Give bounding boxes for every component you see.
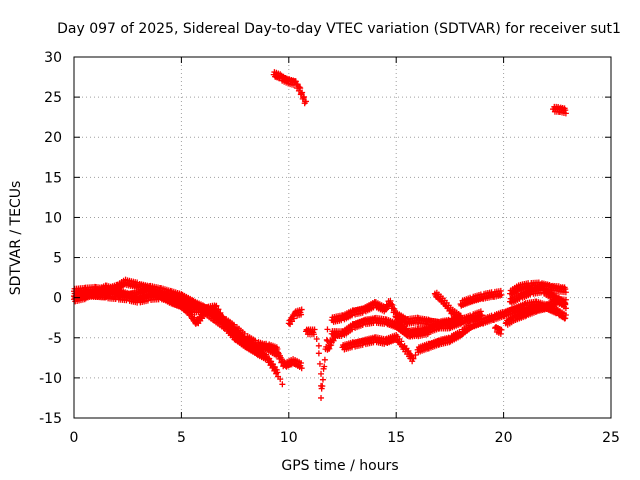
data-point (348, 326, 355, 333)
data-point (348, 312, 355, 319)
data-point (298, 365, 305, 372)
data-point (321, 363, 328, 370)
data-point (311, 326, 318, 333)
data-point (302, 98, 309, 105)
data-point (562, 315, 569, 322)
data-point (522, 313, 529, 320)
x-tick-label: 25 (602, 430, 620, 446)
data-points (71, 69, 569, 401)
y-axis-label: SDTVAR / TECUs (8, 181, 24, 296)
data-point (562, 110, 569, 117)
data-point (319, 383, 326, 390)
data-point (425, 326, 432, 333)
grid (74, 57, 611, 418)
axis-ticks: 0 5 10 15 20 25 -15 -10 -5 0 5 10 15 20 25 30 (39, 50, 620, 446)
data-point (398, 338, 405, 345)
y-tick-label: -15 (39, 411, 62, 427)
x-tick-label: 20 (495, 430, 513, 446)
data-point (301, 93, 308, 100)
data-point (178, 299, 185, 306)
data-point (275, 349, 282, 356)
data-point (298, 311, 305, 318)
data-point (498, 291, 505, 298)
data-point (178, 291, 185, 298)
data-point (290, 315, 297, 322)
data-point (321, 356, 328, 363)
data-point (241, 335, 248, 342)
data-point (298, 359, 305, 366)
data-point (398, 318, 405, 325)
data-point (562, 311, 569, 318)
data-point (527, 291, 534, 298)
data-point (219, 313, 226, 320)
data-point (279, 381, 286, 388)
x-axis-label: GPS time / hours (281, 458, 398, 474)
y-tick-label: 15 (44, 170, 62, 186)
data-point (324, 326, 331, 333)
data-point (318, 370, 325, 377)
data-point (405, 347, 412, 354)
data-point (319, 376, 326, 383)
data-point (562, 305, 569, 312)
data-point (457, 312, 464, 319)
data-point (313, 335, 320, 342)
data-point (230, 326, 237, 333)
data-point (562, 289, 569, 296)
data-point (298, 306, 305, 313)
y-tick-label: -5 (48, 331, 62, 347)
y-tick-label: 25 (44, 90, 62, 106)
data-point (213, 302, 220, 309)
x-tick-label: 5 (177, 430, 186, 446)
x-tick-label: 15 (387, 430, 405, 446)
y-tick-label: -10 (39, 371, 62, 387)
y-tick-label: 30 (44, 50, 62, 66)
data-point (230, 321, 237, 328)
x-tick-label: 10 (280, 430, 298, 446)
data-point (277, 376, 284, 383)
data-point (410, 355, 417, 362)
data-point (315, 350, 322, 357)
y-tick-label: 10 (44, 210, 62, 226)
data-point (412, 352, 419, 359)
data-point (299, 89, 306, 96)
data-point (315, 342, 322, 349)
data-point (217, 309, 224, 316)
data-point (297, 85, 304, 92)
y-tick-label: 0 (53, 291, 62, 307)
x-tick-label: 0 (70, 430, 79, 446)
data-point (497, 287, 504, 294)
data-point (497, 292, 504, 299)
data-point (316, 360, 323, 367)
data-point (310, 331, 317, 338)
y-tick-label: 5 (53, 251, 62, 267)
data-point (215, 306, 222, 313)
plot-frame (73, 56, 612, 419)
data-point (318, 394, 325, 401)
data-point (498, 326, 505, 333)
y-tick-label: 20 (44, 130, 62, 146)
chart-title: Day 097 of 2025, Sidereal Day-to-day VTE… (57, 21, 621, 37)
